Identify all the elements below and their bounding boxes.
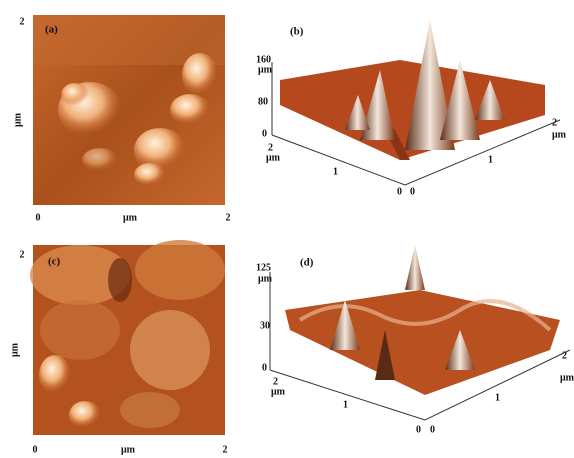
axis-tick-label: 1 [488, 154, 493, 165]
z-axis-label: μm [258, 273, 273, 284]
y-axis-label: μm [12, 112, 23, 127]
z-tick-label: 125 [256, 262, 271, 273]
x-tick-label: 2 [226, 212, 231, 223]
axis-label: μm [266, 152, 281, 163]
axis-tick-label: 2 [268, 142, 273, 153]
axis-tick-label: 2 [562, 350, 567, 361]
x-axis-label: μm [123, 212, 138, 223]
z-tick-label: 80 [258, 96, 268, 107]
axis-tick-label: 0 [410, 186, 415, 197]
x-tick-label: 0 [36, 212, 41, 223]
afm-surface-d [269, 245, 571, 421]
panel-label: (a) [45, 24, 58, 36]
x-axis-label: μm [121, 444, 136, 455]
axis-tick-label: 0 [397, 186, 402, 197]
z-tick-label: 0 [262, 128, 267, 139]
z-tick-label: 0 [262, 362, 267, 373]
axis-tick-label: 0 [416, 424, 421, 435]
panel-label: (c) [48, 256, 61, 268]
z-tick-label: 160 [256, 54, 271, 65]
axis-tick-label: 0 [430, 424, 435, 435]
afm-image-c [30, 240, 225, 435]
axis-label: μm [560, 372, 574, 383]
y-tick-label: 2 [20, 16, 25, 27]
x-tick-label: 2 [223, 444, 228, 455]
panel-label: (b) [290, 26, 304, 38]
z-tick-label: 30 [260, 320, 270, 331]
axis-tick-label: 1 [343, 399, 348, 410]
y-tick-label: 2 [20, 249, 25, 260]
y-axis-label: μm [9, 342, 20, 357]
axis-label: μm [552, 129, 567, 140]
axis-tick-label: 1 [495, 392, 500, 403]
z-axis-label: μm [258, 64, 273, 75]
axis-tick-label: 2 [273, 376, 278, 387]
axis-tick-label: 2 [552, 117, 557, 128]
panel-label: (d) [300, 257, 314, 269]
afm-image-a [33, 15, 225, 205]
x-tick-label: 0 [33, 444, 38, 455]
axis-tick-label: 1 [333, 166, 338, 177]
afm-surface-b [271, 20, 561, 186]
axis-label: μm [271, 386, 286, 397]
